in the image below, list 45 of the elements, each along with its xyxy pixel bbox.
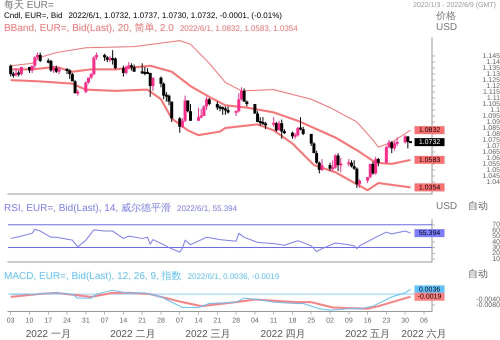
chart-subtitle: 2022/6/1, 1.0732, 1.0737, 1.0730, 1.0732, -0.0001, (-0.01%) xyxy=(68,11,282,20)
candlestick xyxy=(92,56,96,76)
series-label: MACD, EUR=, Bid(Last), 12, 26, 9, 指数 xyxy=(4,271,182,282)
candlestick xyxy=(38,52,42,63)
text: 2022 二月 xyxy=(110,328,156,340)
y-axis-title: 价格 USD xyxy=(436,11,458,33)
candlestick xyxy=(200,108,203,119)
candlestick xyxy=(68,68,72,80)
text: 2022 四月 xyxy=(260,328,306,340)
text: 2022 六月 xyxy=(401,328,446,340)
candlestick xyxy=(140,62,144,75)
text: 2022 五月 xyxy=(345,328,390,340)
candlestick xyxy=(49,59,52,72)
candlestick xyxy=(280,119,284,140)
text: 2022 一月 xyxy=(26,328,71,340)
candlestick xyxy=(320,158,324,172)
candlestick xyxy=(9,64,12,77)
candlestick xyxy=(197,107,200,122)
text: 2022/6/1, 0.0036, -0.0019 xyxy=(188,272,280,281)
chart-title: Cndl, EUR=, Bid xyxy=(4,11,62,20)
candlestick xyxy=(148,72,152,98)
candlestick xyxy=(296,126,300,137)
text: 自动 xyxy=(468,201,488,212)
candlestick xyxy=(392,140,396,152)
candlestick xyxy=(188,104,192,122)
candlestick xyxy=(84,80,88,94)
candlestick xyxy=(33,56,36,69)
text: 2022/6/1, 55.394 xyxy=(177,204,238,213)
text: RSI, EUR=, Bid(Last), 14, 威尔德平滑 xyxy=(4,203,171,214)
candlestick xyxy=(242,88,246,102)
text: 2022/6/1, 1.0832, 1.0583, 1.0354 xyxy=(180,24,298,33)
text: 自动 xyxy=(468,269,488,280)
candlestick xyxy=(151,77,154,92)
candlestick xyxy=(272,116,276,128)
text: 2022 三月 xyxy=(185,328,230,340)
candlestick xyxy=(111,50,114,66)
candlestick xyxy=(339,157,342,173)
candlestick xyxy=(178,116,182,134)
series-label: BBand, EUR=, Bid(Last), 20, 简单, 2.0 xyxy=(4,23,174,34)
y-axis-title: USD xyxy=(436,201,458,212)
candlestick xyxy=(336,152,340,172)
text: 每天 EUR= xyxy=(4,0,54,11)
candlestick xyxy=(299,116,302,131)
candlestick xyxy=(374,156,378,176)
candlestick xyxy=(390,140,394,154)
